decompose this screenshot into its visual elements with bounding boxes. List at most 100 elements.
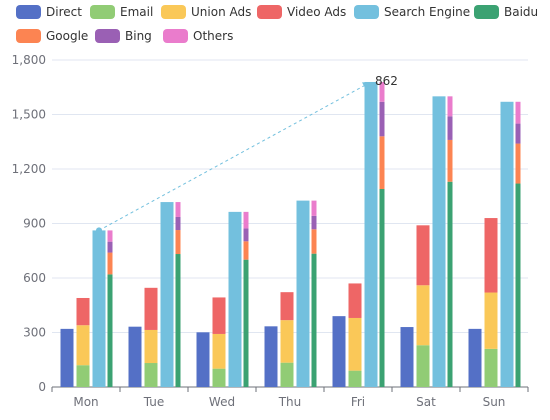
bar-others-wed [243,211,249,229]
arrow-head-icon [362,81,371,90]
bar-video-ads-sat [416,225,430,286]
bar-google-sat [447,139,453,182]
y-tick-label: 600 [23,271,46,285]
bar-search-engine-fri [364,81,378,388]
x-tick-label: Sat [416,395,436,409]
legend-swatch [474,5,499,19]
y-axis: 0 300 600 900 1,200 1,500 1,800 [12,53,46,394]
bar-email-thu [280,362,294,387]
bar-union-ads-thu [280,320,294,363]
legend-item-video-ads[interactable]: Video Ads [257,5,346,19]
legend-swatch [16,29,41,43]
bar-union-ads-mon [76,325,90,366]
bar-search-engine-mon [92,230,106,387]
legend-swatch [95,29,120,43]
x-tick-label: Fri [351,395,365,409]
legend-label: Video Ads [287,5,347,19]
legend-item-baidu[interactable]: Baidu [474,5,538,19]
bar-baidu-sun [515,183,521,387]
bar-union-ads-sun [484,292,498,349]
bar-bing-fri [379,101,385,137]
bar-video-ads-tue [144,287,158,330]
bar-baidu-fri [379,188,385,387]
bar-others-tue [175,202,181,217]
bar-video-ads-wed [212,297,226,334]
bar-video-ads-thu [280,292,294,321]
mark-line-label: 862 [375,74,398,88]
bar-bing-sun [515,123,521,144]
x-axis: Mon Tue Wed Thu Fri Sat Sun [51,386,529,409]
x-tick-label: Thu [278,395,302,409]
x-tick-label: Mon [73,395,98,409]
legend-item-search-engine[interactable]: Search Engine [354,5,470,19]
legend-label: Email [120,5,154,19]
legend-item-others[interactable]: Others [163,29,233,43]
legend-label: Google [46,29,89,43]
bar-union-ads-tue [144,329,158,364]
legend-item-union-ads[interactable]: Union Ads [161,5,251,19]
bar-others-sat [447,96,453,117]
legend-swatch [257,5,282,19]
bar-google-sun [515,143,521,184]
legend-swatch [163,29,188,43]
legend-label: Union Ads [191,5,252,19]
legend-label: Direct [46,5,82,19]
bar-email-fri [348,370,362,387]
bar-direct-fri [332,316,346,387]
mark-line-start-dot [96,227,102,234]
bar-email-sat [416,345,430,387]
mark-line [98,81,372,231]
legend-label: Search Engine [384,5,471,19]
bar-direct-wed [196,332,210,387]
legend-label: Baidu [504,5,539,19]
bar-search-engine-sat [432,96,446,387]
y-tick-label: 1,800 [12,53,46,67]
mark-line-annotation: 862 [96,74,398,234]
bar-union-ads-fri [348,317,362,371]
bar-direct-sun [468,328,482,387]
legend-item-direct[interactable]: Direct [16,5,82,19]
bar-others-fri [379,81,385,102]
legend-swatch [90,5,115,19]
bar-bing-tue [175,216,181,231]
bar-bing-thu [311,215,317,230]
bar-baidu-tue [175,254,181,387]
legend-label: Others [193,29,234,43]
bar-email-wed [212,368,226,387]
legend-label: Bing [125,29,152,43]
bar-bing-mon [107,241,113,253]
legend-item-bing[interactable]: Bing [95,29,152,43]
bar-google-mon [107,252,113,275]
bar-bing-sat [447,116,453,140]
legend-item-google[interactable]: Google [16,29,88,43]
bar-email-mon [76,365,90,387]
bar-direct-sat [400,327,414,387]
y-tick-label: 300 [23,326,46,340]
bar-email-tue [144,363,158,387]
bar-baidu-wed [243,259,249,387]
y-tick-label: 0 [38,380,46,394]
x-tick-label: Tue [143,395,165,409]
bar-video-ads-fri [348,283,362,318]
grid-lines [52,59,528,333]
bar-others-thu [311,200,317,216]
legend-swatch [161,5,186,19]
bar-union-ads-sat [416,285,430,346]
bars [60,81,521,388]
bar-search-engine-wed [228,211,242,387]
y-tick-label: 900 [23,217,46,231]
x-tick-label: Wed [209,395,235,409]
legend-item-email[interactable]: Email [90,5,153,19]
bar-google-thu [311,229,317,254]
chart-legend: Direct Email Union Ads Video Ads Search Engi… [0,0,550,52]
y-tick-label: 1,200 [12,162,46,176]
bar-search-engine-tue [160,202,174,387]
bar-google-wed [243,241,249,260]
legend-swatch [354,5,379,19]
bar-google-tue [175,230,181,255]
bar-google-fri [379,136,385,189]
bar-search-engine-thu [296,200,310,387]
bar-video-ads-sun [484,218,498,293]
bar-bing-wed [243,228,249,242]
